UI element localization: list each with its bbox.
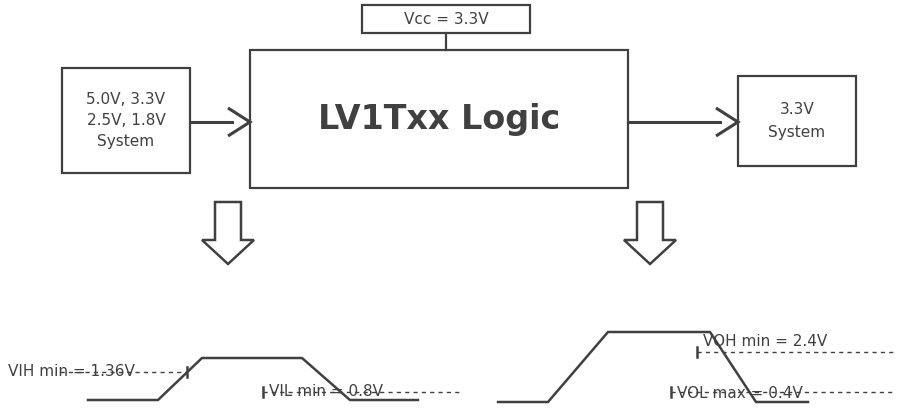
Text: VOL max = 0.4V: VOL max = 0.4V [677, 386, 802, 402]
Text: 5.0V, 3.3V
2.5V, 1.8V
System: 5.0V, 3.3V 2.5V, 1.8V System [86, 92, 166, 149]
Text: VOH min = 2.4V: VOH min = 2.4V [703, 333, 827, 349]
Text: VIL min = 0.8V: VIL min = 0.8V [269, 384, 383, 400]
Text: LV1Txx Logic: LV1Txx Logic [318, 103, 560, 136]
Text: VIH min = 1.36V: VIH min = 1.36V [8, 365, 135, 379]
Text: Vcc = 3.3V: Vcc = 3.3V [404, 12, 488, 26]
Text: 3.3V
System: 3.3V System [769, 103, 825, 140]
